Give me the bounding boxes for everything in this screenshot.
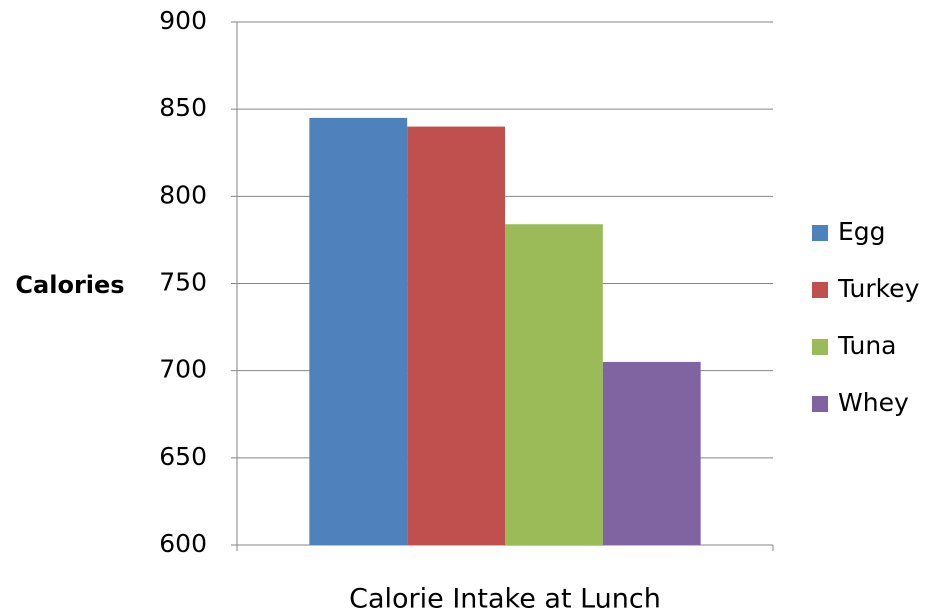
legend-label: Turkey bbox=[837, 274, 920, 303]
y-axis-label: Calories bbox=[15, 271, 124, 299]
bar bbox=[505, 224, 603, 545]
y-tick-label: 900 bbox=[159, 6, 207, 35]
y-tick-label: 850 bbox=[159, 93, 207, 122]
y-tick-label: 700 bbox=[159, 355, 207, 384]
bar bbox=[309, 117, 408, 545]
legend-label: Whey bbox=[838, 388, 909, 417]
bar bbox=[602, 361, 701, 545]
x-tick-label: Calorie Intake at Lunch bbox=[349, 584, 661, 615]
legend-label: Egg bbox=[838, 217, 886, 246]
legend-swatch bbox=[812, 225, 828, 241]
legend-swatch bbox=[812, 339, 828, 355]
legend-label: Tuna bbox=[837, 331, 896, 360]
y-tick-label: 750 bbox=[159, 268, 207, 297]
bar bbox=[407, 126, 505, 545]
y-tick-label: 650 bbox=[159, 442, 207, 471]
y-tick-label: 600 bbox=[159, 529, 207, 558]
legend-swatch bbox=[812, 396, 828, 412]
y-tick-label: 800 bbox=[159, 180, 207, 209]
legend-swatch bbox=[812, 282, 828, 298]
